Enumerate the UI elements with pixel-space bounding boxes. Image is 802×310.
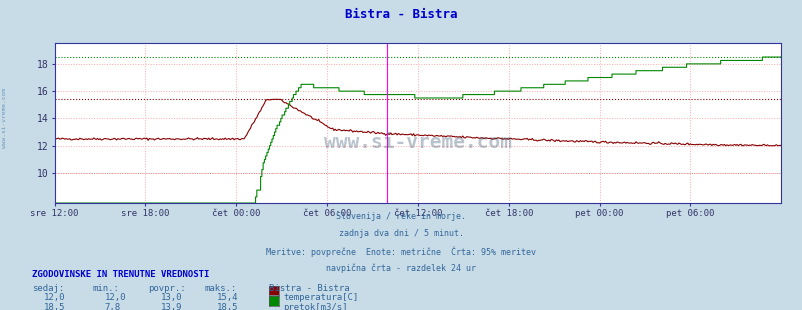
Text: Bistra - Bistra: Bistra - Bistra (345, 8, 457, 21)
Text: povpr.:: povpr.: (148, 284, 186, 293)
Text: Bistra - Bistra: Bistra - Bistra (269, 284, 349, 293)
Text: maks.:: maks.: (205, 284, 237, 293)
Text: www.si-vreme.com: www.si-vreme.com (323, 133, 512, 152)
Text: www.si-vreme.com: www.si-vreme.com (2, 88, 7, 148)
Text: 18,5: 18,5 (217, 303, 238, 310)
Text: pretok[m3/s]: pretok[m3/s] (283, 303, 347, 310)
Text: min.:: min.: (92, 284, 119, 293)
Text: sedaj:: sedaj: (32, 284, 64, 293)
Text: temperatura[C]: temperatura[C] (283, 293, 358, 302)
Text: 7,8: 7,8 (104, 303, 120, 310)
Text: 12,0: 12,0 (104, 293, 126, 302)
Text: Meritve: povprečne  Enote: metrične  Črta: 95% meritev: Meritve: povprečne Enote: metrične Črta:… (266, 246, 536, 257)
Text: 13,0: 13,0 (160, 293, 182, 302)
Text: navpična črta - razdelek 24 ur: navpična črta - razdelek 24 ur (326, 264, 476, 273)
Text: 15,4: 15,4 (217, 293, 238, 302)
Text: Slovenija / reke in morje.: Slovenija / reke in morje. (336, 212, 466, 221)
Text: zadnja dva dni / 5 minut.: zadnja dva dni / 5 minut. (338, 229, 464, 238)
Text: 13,9: 13,9 (160, 303, 182, 310)
Text: ZGODOVINSKE IN TRENUTNE VREDNOSTI: ZGODOVINSKE IN TRENUTNE VREDNOSTI (32, 270, 209, 279)
Text: 18,5: 18,5 (44, 303, 66, 310)
Text: 12,0: 12,0 (44, 293, 66, 302)
